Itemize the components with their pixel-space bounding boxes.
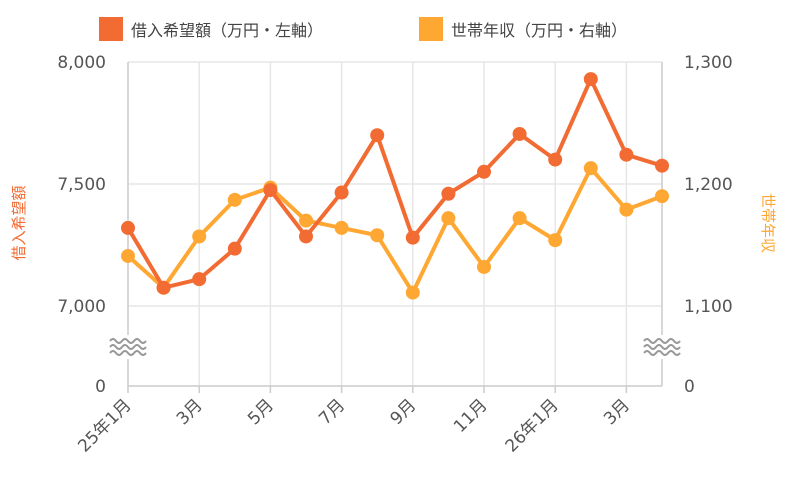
data-point-right — [299, 213, 313, 228]
data-point-left — [121, 220, 135, 235]
data-point-left — [192, 272, 207, 287]
data-point-left — [299, 229, 313, 244]
data-point-left — [477, 164, 491, 179]
x-tick-label: 11月 — [450, 395, 491, 436]
y-left-tick-label: 7,000 — [57, 297, 106, 317]
legend-swatch-left-series — [99, 17, 123, 41]
data-point-left — [655, 158, 669, 173]
series-line-right — [126, 166, 663, 295]
data-point-right — [619, 202, 634, 217]
gridlines — [128, 61, 662, 386]
data-point-left — [263, 183, 278, 198]
x-tick-label: 3月 — [173, 395, 207, 429]
legend-label-left-series: 借入希望額（万円・左軸） — [131, 21, 323, 40]
data-point-right — [548, 233, 563, 248]
x-tick-label: 9月 — [387, 395, 421, 429]
legend-swatch-right-series — [419, 17, 443, 41]
data-point-left — [405, 230, 420, 245]
data-point-left — [441, 186, 456, 201]
legend-label-right-series: 世帯年収（万円・右軸） — [451, 21, 627, 40]
axes — [108, 62, 682, 393]
legend: 借入希望額（万円・左軸） 世帯年収（万円・右軸） — [99, 17, 627, 41]
data-point-right — [655, 189, 669, 204]
data-point-right — [121, 248, 135, 263]
data-point-right — [477, 259, 491, 274]
right-axis-title: 世帯年収 — [759, 193, 777, 253]
y-right-tick-label: 1,300 — [684, 53, 733, 73]
x-tick-label: 25年1月 — [74, 395, 135, 456]
series-line-left — [126, 77, 663, 290]
data-point-right — [405, 285, 420, 300]
data-point-left — [583, 72, 598, 87]
left-axis-title: 借入希望額 — [10, 185, 28, 260]
y-left-axis-break — [108, 335, 148, 359]
series — [121, 72, 669, 300]
data-point-left — [227, 241, 242, 256]
y-left-tick-label: 7,500 — [57, 175, 106, 195]
data-point-right — [370, 228, 385, 243]
data-point-right — [192, 229, 207, 244]
data-point-right — [441, 211, 456, 226]
data-point-left — [370, 128, 385, 143]
x-tick-label: 26年1月 — [502, 395, 563, 456]
x-tick-label: 3月 — [600, 395, 634, 429]
data-point-left — [619, 147, 634, 162]
data-point-right — [227, 192, 242, 207]
data-point-left — [156, 280, 171, 295]
y-right-axis-break — [642, 335, 682, 359]
data-point-left — [334, 185, 349, 200]
y-right-tick-label: 1,200 — [684, 175, 733, 195]
y-right-tick-label: 1,100 — [684, 297, 733, 317]
data-point-left — [512, 126, 527, 141]
data-point-right — [512, 211, 527, 226]
data-point-right — [583, 161, 598, 176]
series-left — [121, 72, 669, 295]
y-right-baseline-label: 0 — [684, 377, 695, 397]
data-point-left — [548, 152, 563, 167]
y-left-baseline-label: 0 — [95, 377, 106, 397]
x-tick-label: 5月 — [244, 395, 278, 429]
data-point-right — [334, 220, 349, 235]
x-tick-label: 7月 — [315, 395, 349, 429]
y-left-tick-label: 8,000 — [57, 53, 106, 73]
